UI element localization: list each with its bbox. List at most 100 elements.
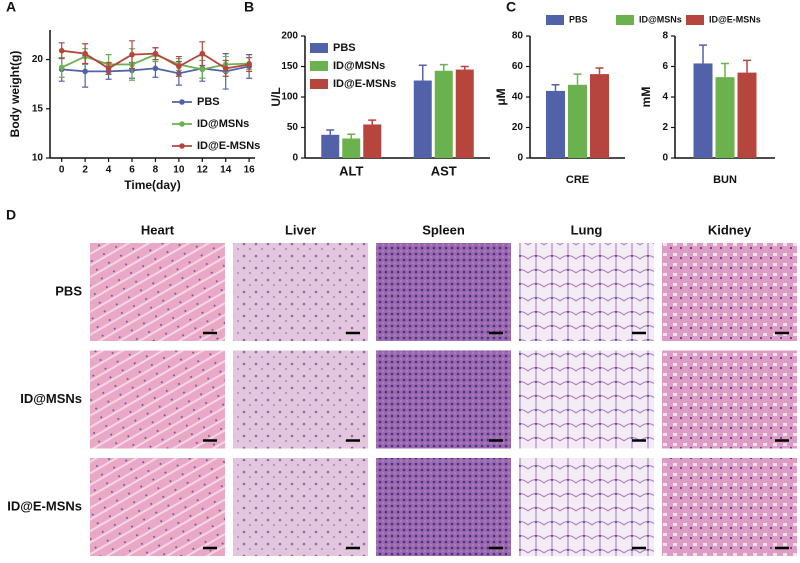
- y-tick-label: 15: [32, 103, 44, 114]
- bar: [413, 80, 432, 158]
- bar: [455, 69, 474, 158]
- legend-marker: [179, 143, 185, 149]
- histology-image: [519, 350, 654, 449]
- legend-swatch: [546, 15, 564, 25]
- x-tick-label: CRE: [566, 174, 589, 186]
- point: [58, 64, 65, 71]
- y-tick-label: 40: [512, 92, 524, 103]
- y-tick-label: 8: [662, 31, 668, 42]
- x-tick-label: BUN: [713, 174, 737, 186]
- panel-label: C: [506, 0, 516, 15]
- error-bar: [721, 62, 729, 78]
- column-label: Kidney: [708, 222, 752, 237]
- y-tick-label: 50: [287, 122, 299, 133]
- legend-label: PBS: [197, 96, 220, 108]
- legend-label: ID@MSNs: [333, 60, 385, 72]
- histology-image: [233, 243, 368, 341]
- bar: [363, 124, 382, 158]
- histology-image: [519, 458, 654, 556]
- column-label: Liver: [285, 222, 316, 237]
- y-tick-label: 0: [662, 153, 668, 164]
- column-label: Spleen: [422, 222, 465, 237]
- y-axis-label: U/L: [269, 87, 283, 106]
- histology-image: [90, 243, 225, 341]
- y-tick-label: 0: [517, 153, 523, 164]
- column-label: Lung: [571, 222, 603, 237]
- y-tick-label: 20: [512, 122, 524, 133]
- legend-label: ID@E-MSNs: [333, 78, 396, 90]
- y-tick-label: 10: [32, 153, 44, 164]
- bar: [590, 74, 609, 158]
- row-label: ID@E-MSNs: [7, 498, 82, 513]
- bar: [568, 84, 587, 158]
- histology-image: [376, 350, 511, 449]
- x-tick-label: 14: [220, 165, 232, 176]
- error-bar: [573, 73, 582, 85]
- y-tick-label: 100: [281, 92, 298, 103]
- point: [176, 63, 182, 70]
- legend-label: ID@E-MSNs: [197, 140, 260, 152]
- row-label: PBS: [55, 283, 82, 298]
- y-axis-label: Body weight(g): [8, 51, 22, 138]
- error-bar: [418, 64, 427, 81]
- bar: [342, 138, 361, 158]
- row-label: ID@MSNs: [20, 391, 82, 406]
- x-tick-label: 10: [173, 165, 185, 176]
- bar: [693, 63, 713, 159]
- error-bar: [347, 133, 356, 139]
- x-tick-label: ALT: [339, 163, 363, 178]
- histology-image: [662, 350, 797, 449]
- panel-label: D: [6, 207, 16, 223]
- point: [82, 50, 88, 57]
- y-tick-label: 60: [512, 61, 524, 72]
- error-bar: [595, 67, 604, 75]
- histology-image: [233, 458, 368, 556]
- point: [152, 50, 159, 57]
- y-tick-label: 20: [32, 54, 44, 65]
- histology-image: [376, 458, 511, 556]
- legend-swatch: [686, 15, 704, 25]
- x-tick-label: 16: [244, 165, 256, 176]
- histology-image: [376, 243, 511, 341]
- legend-swatch: [310, 43, 328, 53]
- x-tick-label: 4: [106, 165, 112, 176]
- point: [105, 65, 112, 72]
- error-bar: [439, 63, 448, 71]
- legend-label: PBS: [569, 14, 588, 24]
- panel-label: A: [6, 0, 16, 15]
- point: [199, 50, 206, 57]
- point: [129, 51, 135, 58]
- column-label: Heart: [141, 222, 175, 237]
- legend-label: PBS: [333, 42, 356, 54]
- bar: [434, 70, 453, 158]
- legend-label: ID@MSNs: [639, 14, 682, 24]
- bar: [737, 72, 757, 158]
- x-tick-label: 0: [59, 165, 65, 176]
- point: [246, 61, 252, 68]
- legend-swatch: [310, 79, 328, 89]
- point: [82, 68, 88, 75]
- legend-swatch: [616, 15, 634, 25]
- x-tick-label: AST: [431, 163, 457, 178]
- point: [222, 65, 229, 72]
- point: [199, 66, 206, 73]
- histology-image: [90, 458, 225, 556]
- legend-label: ID@MSNs: [197, 118, 249, 130]
- y-tick-label: 6: [662, 61, 668, 72]
- y-tick-label: 150: [281, 61, 298, 72]
- histology-image: [662, 243, 797, 341]
- y-tick-label: 2: [662, 122, 668, 133]
- legend-label: ID@E-MSNs: [709, 14, 761, 24]
- y-tick-label: 0: [292, 153, 298, 164]
- error-bar: [699, 44, 707, 64]
- bar: [546, 90, 565, 158]
- y-axis-label: mM: [639, 87, 653, 108]
- x-tick-label: 12: [197, 165, 209, 176]
- point: [58, 47, 65, 54]
- panel-label: B: [244, 0, 254, 15]
- legend-marker: [179, 121, 185, 127]
- point: [152, 65, 159, 72]
- legend-marker: [179, 99, 185, 105]
- histology-image: [233, 350, 368, 449]
